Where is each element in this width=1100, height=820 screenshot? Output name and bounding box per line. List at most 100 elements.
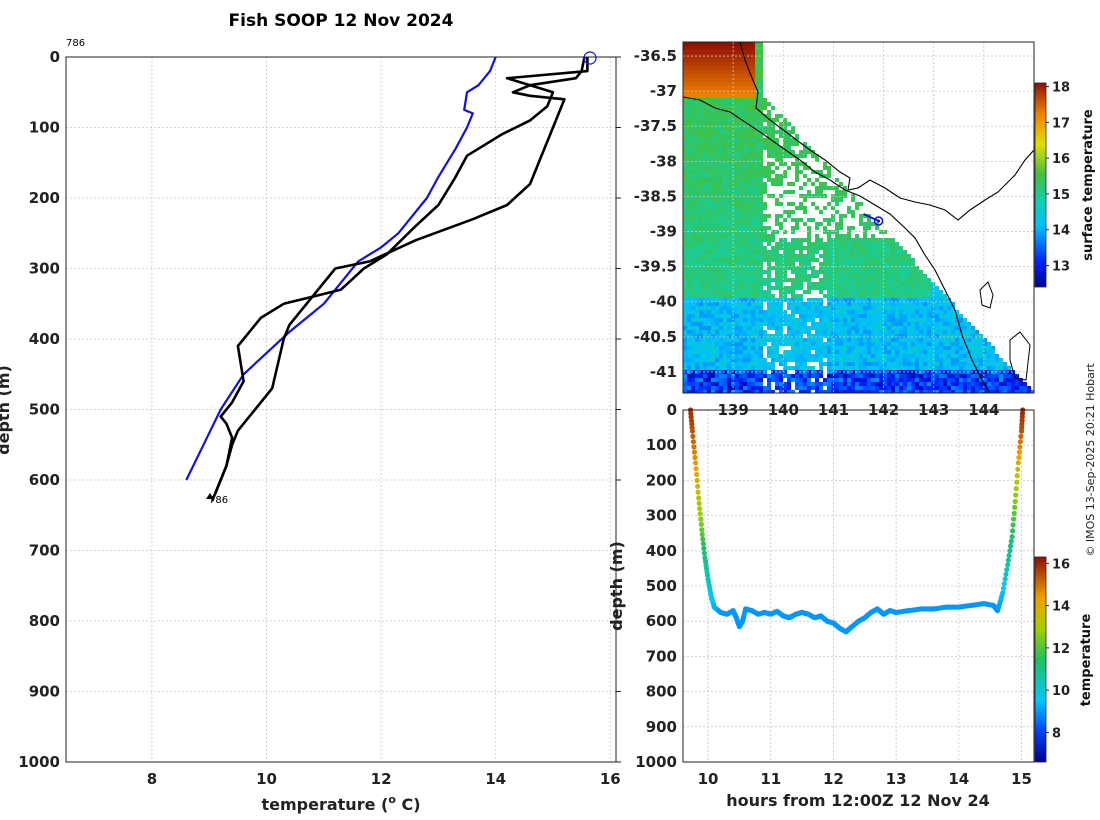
sst-cell xyxy=(971,382,975,386)
sst-cell xyxy=(811,358,815,362)
sst-cell xyxy=(759,326,763,330)
sst-cell xyxy=(719,126,723,130)
sst-cell xyxy=(843,214,847,218)
sst-cell xyxy=(827,250,831,254)
sst-cell xyxy=(695,338,699,342)
sst-cell xyxy=(711,82,715,86)
sst-cell xyxy=(987,358,991,362)
sst-cell xyxy=(727,322,731,326)
sst-cell xyxy=(939,314,943,318)
sst-cell xyxy=(791,150,795,154)
sst-cell xyxy=(715,358,719,362)
sst-cell xyxy=(775,138,779,142)
sst-cell xyxy=(719,350,723,354)
sst-cell xyxy=(703,74,707,78)
sst-cell xyxy=(787,358,791,362)
sst-cell xyxy=(763,118,767,122)
sst-cell xyxy=(695,134,699,138)
sst-cell xyxy=(955,310,959,314)
sst-cell xyxy=(819,262,823,266)
sst-cell xyxy=(799,342,803,346)
sst-cell xyxy=(759,342,763,346)
sst-cell xyxy=(767,254,771,258)
depth-time-y-tick-label: 1000 xyxy=(635,753,677,771)
sst-cell xyxy=(747,154,751,158)
sst-cell xyxy=(699,58,703,62)
sst-cell xyxy=(839,278,843,282)
sst-cell xyxy=(727,202,731,206)
sst-cell xyxy=(719,250,723,254)
sst-cell xyxy=(727,318,731,322)
sst-cell xyxy=(719,258,723,262)
sst-cell xyxy=(819,346,823,350)
sst-cell xyxy=(707,58,711,62)
sst-cell xyxy=(939,298,943,302)
sst-cell xyxy=(707,178,711,182)
sst-cell xyxy=(719,366,723,370)
sst-cell xyxy=(739,122,743,126)
sst-cell xyxy=(783,386,787,390)
sst-cell xyxy=(687,346,691,350)
sst-cell xyxy=(735,162,739,166)
sst-cell xyxy=(795,278,799,282)
sst-cell xyxy=(699,42,703,46)
sst-cell xyxy=(695,334,699,338)
sst-cell xyxy=(739,178,743,182)
sst-cell xyxy=(747,258,751,262)
sst-cell xyxy=(775,350,779,354)
depth-time-point xyxy=(1005,557,1012,563)
sst-cell xyxy=(723,62,727,66)
sst-cell xyxy=(967,334,971,338)
sst-cell xyxy=(955,354,959,358)
sst-cell xyxy=(683,298,687,302)
sst-cell xyxy=(735,362,739,366)
sst-cell xyxy=(787,142,791,146)
sst-cell xyxy=(955,330,959,334)
sst-cell xyxy=(875,362,879,366)
sst-cell xyxy=(727,262,731,266)
sst-cell xyxy=(947,378,951,382)
sst-cell xyxy=(759,166,763,170)
sst-cell xyxy=(879,250,883,254)
sst-cell xyxy=(915,342,919,346)
sst-cell xyxy=(783,286,787,290)
sst-cell xyxy=(843,282,847,286)
sst-cell xyxy=(871,250,875,254)
sst-cell xyxy=(879,326,883,330)
sst-cell xyxy=(699,294,703,298)
sst-cell xyxy=(787,338,791,342)
profile-y-tick-label: 600 xyxy=(29,471,60,489)
sst-cell xyxy=(747,350,751,354)
sst-cell xyxy=(783,366,787,370)
depth-time-point xyxy=(1005,562,1011,568)
sst-cell xyxy=(875,318,879,322)
sst-cell xyxy=(695,374,699,378)
sst-cell xyxy=(759,126,763,130)
sst-cell xyxy=(931,306,935,310)
sst-cell xyxy=(775,274,779,278)
sst-cell xyxy=(763,278,767,282)
sst-cell xyxy=(791,266,795,270)
sst-cell xyxy=(875,238,879,242)
sst-cell xyxy=(683,218,687,222)
sst-cell xyxy=(751,270,755,274)
sst-cell xyxy=(903,302,907,306)
sst-cell xyxy=(835,298,839,302)
sst-cell xyxy=(903,306,907,310)
sst-cell xyxy=(891,326,895,330)
sst-cell xyxy=(875,266,879,270)
sst-cell xyxy=(835,290,839,294)
sst-cell xyxy=(695,50,699,54)
sst-cell xyxy=(751,258,755,262)
sst-cell xyxy=(983,358,987,362)
sst-cell xyxy=(783,322,787,326)
sst-cell xyxy=(867,334,871,338)
sst-cell xyxy=(747,338,751,342)
sst-cell xyxy=(711,138,715,142)
sst-cell xyxy=(819,314,823,318)
sst-cell xyxy=(699,94,703,98)
sst-cell xyxy=(803,358,807,362)
sst-cell xyxy=(823,330,827,334)
sst-cell xyxy=(883,246,887,250)
sst-cell xyxy=(895,310,899,314)
